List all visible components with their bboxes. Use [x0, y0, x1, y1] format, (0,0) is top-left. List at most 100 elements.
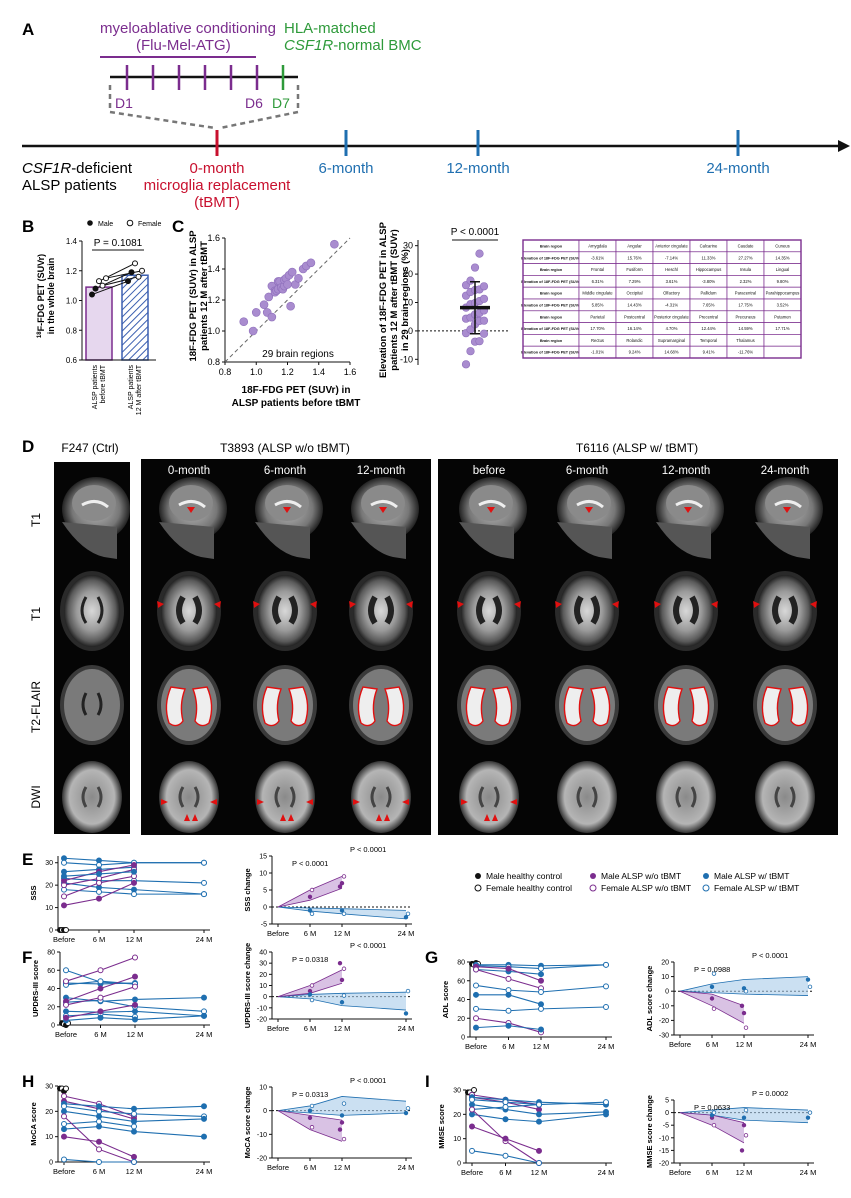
pvalue-2: P = 0.0002	[752, 1089, 788, 1098]
ytick-label: 60	[47, 968, 55, 975]
patient-line	[63, 1125, 205, 1138]
ytick-label: 0	[263, 905, 267, 912]
patient-point	[536, 1147, 542, 1154]
mri-dwi-arrow-right	[306, 799, 313, 805]
patient-point	[473, 1024, 479, 1031]
table-cell-text: Brain region	[540, 292, 563, 296]
mri-ventricles	[772, 595, 798, 625]
patient-point	[97, 994, 104, 1001]
table-cell	[763, 345, 802, 359]
patient-point	[131, 1118, 137, 1125]
patient-point	[96, 1146, 102, 1153]
change-point	[741, 1115, 747, 1120]
xtick-label: 24 M	[398, 929, 415, 938]
panel-c: C 0.8 1.0 1.2 1.4 1.6 0.8 1.0 1.2 1.4 1.6 29 brain…	[172, 217, 802, 409]
mri-axial-arrow-right	[214, 601, 221, 608]
patient-point	[132, 983, 138, 990]
dot-pvalue: P < 0.0001	[451, 227, 500, 238]
legend-female-w-marker	[702, 884, 710, 892]
table-cell-text: Hippocampus	[696, 267, 722, 272]
patient-point	[96, 870, 102, 877]
patient-point	[201, 859, 207, 866]
label-12-month: 12-month	[446, 160, 509, 177]
xtick-label: 12 M	[334, 929, 351, 938]
ytick-label: 20	[45, 883, 53, 890]
pvalue-1: P = 0.0313	[292, 1090, 328, 1099]
table-cell-text: -3.80%	[702, 279, 716, 284]
xtick-label: 24 M	[800, 1040, 817, 1049]
mri-corpus-callosum	[81, 500, 109, 509]
xtick-label: 6 M	[94, 1030, 107, 1039]
panel-c-ytick-label: 1.2	[207, 295, 220, 305]
ytick-label: 0	[461, 1035, 465, 1042]
xtick-label: 24 M	[196, 935, 213, 944]
mri-sagittal-brain	[361, 485, 405, 521]
patient-line	[475, 964, 607, 970]
patient-point	[61, 859, 67, 866]
patients-label-2: ALSP patients	[22, 177, 117, 194]
alsp-col-title: 6-month	[264, 465, 306, 477]
mri-sagittal-brain	[72, 485, 116, 521]
change-point	[339, 977, 345, 983]
mri-sagittal-neck	[62, 522, 117, 559]
change-point	[741, 1010, 747, 1016]
panel-c-xtick-label: 1.4	[312, 367, 325, 377]
label-24-month: 24-month	[706, 160, 769, 177]
region-point	[287, 267, 297, 277]
ytick-label: 30	[453, 1088, 461, 1095]
patient-point	[469, 1147, 475, 1154]
region-point	[286, 301, 295, 311]
pvalue-1: P = 0.0633	[694, 1103, 730, 1112]
patient-point	[473, 991, 479, 998]
patient-point	[61, 902, 67, 909]
ytick-label: -10	[659, 1003, 669, 1010]
conditioning-label: myeloablative conditioning	[100, 20, 276, 37]
patients-label-1: CSF1R-deficient	[22, 160, 133, 177]
mri-dwi-brain	[159, 761, 219, 833]
pair-point-before	[89, 291, 95, 298]
xtick-label: Before	[267, 1163, 289, 1172]
panel-panelh-change: -20 -10 0 10 Before 6 M 12 M 24 M MoCA score cha…	[243, 1076, 414, 1172]
mri-axial-arrow-left	[555, 601, 562, 608]
table-cell-text: 27.27%	[738, 255, 752, 260]
panel-b-xlabel-b: 12 M after tBMT	[136, 364, 143, 415]
panel-c-ylabel-2: patients 12 M after tBMT	[199, 241, 210, 351]
panel-b-ytick-label: 0.6	[66, 356, 78, 365]
table-cell-text: -4.31%	[665, 303, 679, 308]
mri-dwi-brain	[351, 761, 411, 833]
xtick-label: Before	[465, 1042, 487, 1051]
ytick-label: -5	[663, 1123, 669, 1130]
ytick-label: -20	[659, 1018, 669, 1025]
change-point	[709, 996, 715, 1001]
panel-panelf-change: -20 -10 0 10 20 30 40 Before 6 M 12 M 24 M UPDRS-II…	[243, 941, 414, 1033]
ytick-label: 10	[259, 871, 267, 878]
alsp-col-title: 0-month	[168, 465, 210, 477]
pair-point-before	[99, 282, 106, 289]
tbmt-band	[278, 1096, 406, 1116]
mri-sagittal-arrow	[783, 507, 791, 513]
mri-flair-lesion-left	[761, 686, 782, 727]
panel-d: D F247 (Ctrl) T3893 (ALSP w/o tBMT) T611…	[22, 437, 838, 835]
mri-sagittal-arrow	[684, 507, 692, 513]
patient-point	[536, 1118, 542, 1125]
table-cell-text: Caudate	[738, 244, 755, 249]
table-cell-text: Parietal	[590, 314, 604, 319]
ytick-label: -20	[257, 1017, 267, 1024]
timeline-arrowhead	[838, 140, 850, 152]
table-cell-text: Postcentral	[624, 314, 645, 319]
table-cell-text: 14.35%	[775, 255, 789, 260]
pvalue-2: P < 0.0001	[350, 941, 386, 950]
patient-point	[469, 1106, 475, 1113]
table-cell-text: Brain region	[540, 339, 563, 343]
pvalue-1: P = 0.0318	[292, 955, 328, 964]
ytick-label: 20	[259, 972, 267, 979]
panel-b-letter: B	[22, 217, 34, 236]
panel-panele-letter: E	[22, 850, 33, 869]
day-label-d7: D7	[272, 95, 290, 111]
mri-dwi-ventricles	[370, 786, 392, 808]
patient-line	[63, 882, 205, 895]
table-cell-text: 9.80%	[777, 279, 789, 284]
dot-ytick-label: 30	[403, 241, 413, 251]
patient-point	[603, 961, 609, 968]
mri-axial-arrow-left	[654, 601, 661, 608]
